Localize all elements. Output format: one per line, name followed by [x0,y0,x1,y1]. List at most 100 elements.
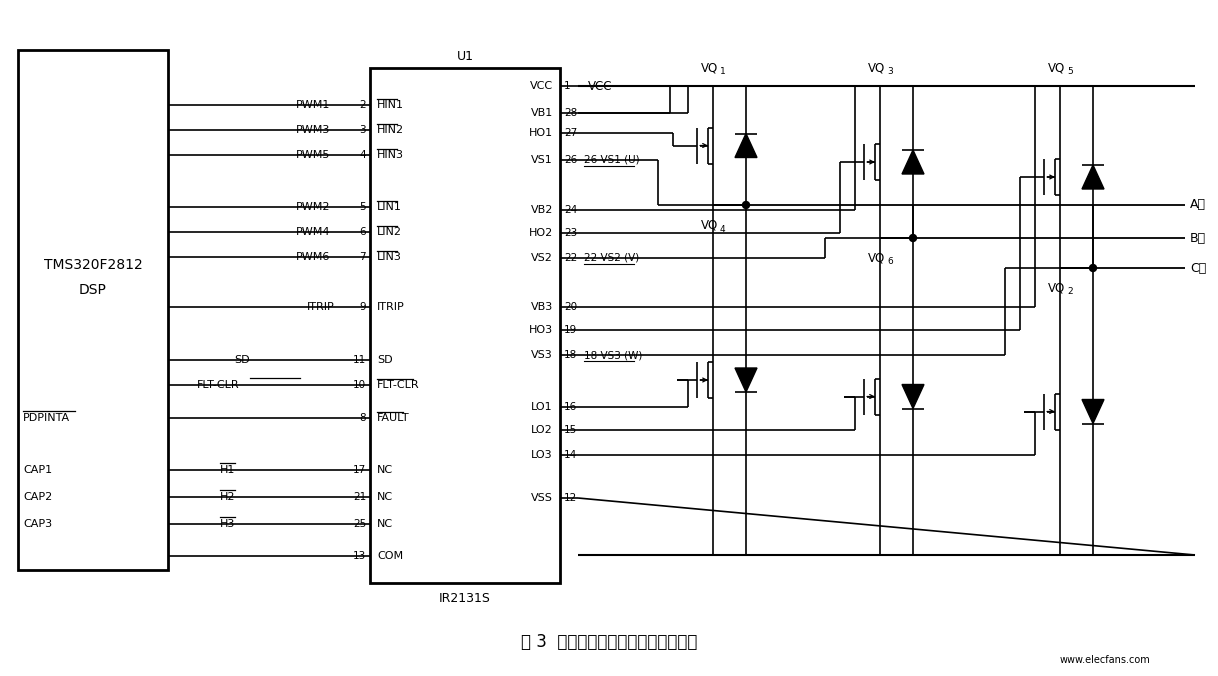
Text: H3: H3 [219,519,235,529]
Text: 15: 15 [564,425,577,435]
Polygon shape [1082,165,1104,189]
Text: LO1: LO1 [531,402,553,412]
Text: PDPINTA: PDPINTA [23,413,71,423]
Text: VQ: VQ [1047,62,1065,74]
Text: 2: 2 [359,100,365,110]
Polygon shape [734,368,758,392]
Text: 12: 12 [564,493,577,503]
Text: VQ: VQ [1047,281,1065,295]
Text: www.elecfans.com: www.elecfans.com [1060,655,1150,665]
Text: SD: SD [234,355,250,365]
Text: 1: 1 [720,68,726,76]
Text: 9: 9 [359,302,365,312]
Text: H1: H1 [219,465,235,475]
Text: CAP1: CAP1 [23,465,52,475]
Text: ITRIP: ITRIP [378,302,404,312]
Text: CAP3: CAP3 [23,519,52,529]
Text: IR2131S: IR2131S [438,592,491,604]
Text: LIN3: LIN3 [378,252,402,262]
Text: 4: 4 [359,150,365,160]
Text: 26: 26 [564,155,577,165]
Text: DSP: DSP [79,283,107,297]
Text: VQ: VQ [700,218,717,231]
Text: VS2: VS2 [531,253,553,263]
Text: 23: 23 [564,228,577,238]
Text: VCC: VCC [588,80,613,93]
Text: VQ: VQ [867,62,885,74]
Polygon shape [903,385,924,408]
Text: 14: 14 [564,450,577,460]
Text: 18: 18 [564,350,577,360]
Text: 22 VS2 (V): 22 VS2 (V) [583,253,639,263]
Text: 5: 5 [1067,68,1073,76]
Text: FLT-CLR: FLT-CLR [197,380,240,390]
Text: VCC: VCC [530,81,553,91]
Text: HIN3: HIN3 [378,150,404,160]
Circle shape [743,201,749,208]
Text: CAP2: CAP2 [23,492,52,502]
Text: 10: 10 [353,380,365,390]
Circle shape [910,235,916,241]
Text: VB2: VB2 [531,205,553,215]
Text: VS3: VS3 [531,350,553,360]
Text: PWM6: PWM6 [296,252,330,262]
Text: 8: 8 [359,413,365,423]
Text: 18 VS3 (W): 18 VS3 (W) [583,350,642,360]
Text: VQ: VQ [867,251,885,264]
Text: B相: B相 [1190,231,1206,245]
Text: A相: A相 [1190,199,1206,212]
Text: NC: NC [378,492,393,502]
Text: ITRIP: ITRIP [307,302,335,312]
Text: COM: COM [378,551,403,561]
Text: H2: H2 [219,492,235,502]
Text: LIN2: LIN2 [378,227,402,237]
Text: NC: NC [378,465,393,475]
Text: 20: 20 [564,302,577,312]
Text: HO3: HO3 [529,325,553,335]
Text: VS1: VS1 [531,155,553,165]
Text: LO2: LO2 [531,425,553,435]
Text: C相: C相 [1190,262,1206,274]
Text: VQ: VQ [700,62,717,74]
Text: 图 3  全桥式电机驱动电路控制原理图: 图 3 全桥式电机驱动电路控制原理图 [521,633,697,651]
Text: PWM5: PWM5 [296,150,330,160]
Text: 27: 27 [564,128,577,138]
Text: PWM4: PWM4 [296,227,330,237]
Bar [370,68,560,583]
Text: 22: 22 [564,253,577,263]
Polygon shape [1082,400,1104,423]
Text: NC: NC [378,519,393,529]
Text: 19: 19 [564,325,577,335]
Text: HO2: HO2 [529,228,553,238]
Text: 4: 4 [720,224,726,233]
Polygon shape [903,150,924,174]
Text: HIN1: HIN1 [378,100,404,110]
Text: 13: 13 [353,551,365,561]
Text: 25: 25 [353,519,365,529]
Text: PWM1: PWM1 [296,100,330,110]
Text: 5: 5 [359,202,365,212]
Text: 6: 6 [887,258,893,266]
Text: 2: 2 [1067,287,1073,297]
Text: 16: 16 [564,402,577,412]
Text: 11: 11 [353,355,365,365]
Text: TMS320F2812: TMS320F2812 [44,258,143,272]
Text: VB3: VB3 [531,302,553,312]
Circle shape [1089,264,1096,272]
Text: HIN2: HIN2 [378,125,404,135]
Polygon shape [734,133,758,158]
Text: PWM2: PWM2 [296,202,330,212]
Text: U1: U1 [457,51,474,64]
Text: SD: SD [378,355,392,365]
Text: LO3: LO3 [531,450,553,460]
Text: 7: 7 [359,252,365,262]
Text: PWM3: PWM3 [296,125,330,135]
Text: LIN1: LIN1 [378,202,402,212]
Text: HO1: HO1 [529,128,553,138]
Text: VSS: VSS [531,493,553,503]
Text: 28: 28 [564,108,577,118]
Text: 6: 6 [359,227,365,237]
Text: 3: 3 [359,125,365,135]
Text: FAULT: FAULT [378,413,409,423]
Text: 21: 21 [353,492,365,502]
